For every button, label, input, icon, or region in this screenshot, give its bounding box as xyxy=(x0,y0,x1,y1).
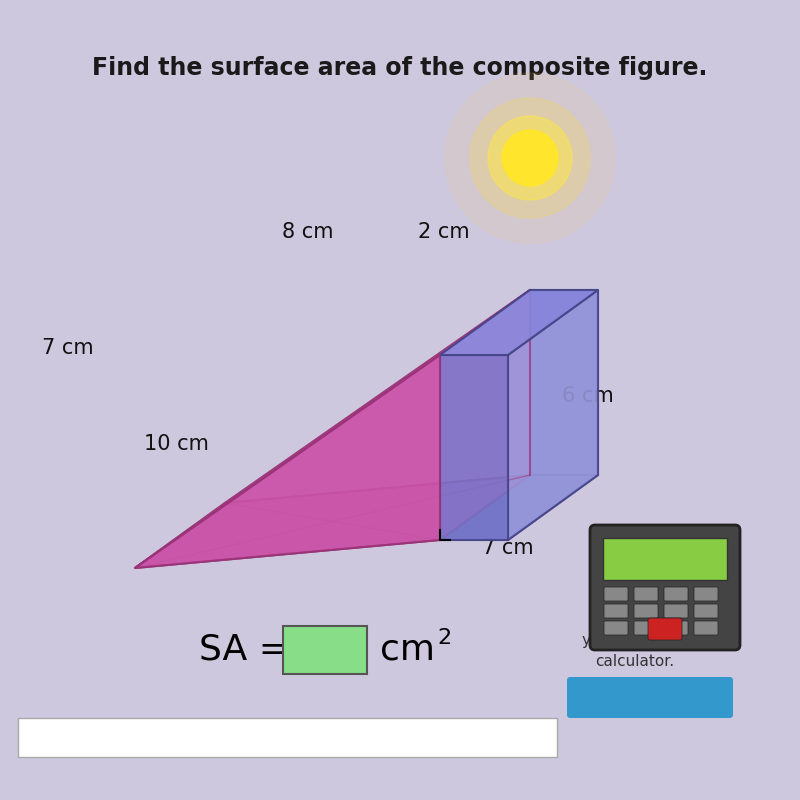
Text: Enter: Enter xyxy=(622,688,678,706)
Text: 8 cm: 8 cm xyxy=(282,222,334,242)
Text: 10 cm: 10 cm xyxy=(143,434,209,454)
Circle shape xyxy=(470,98,590,218)
Text: If you'd like,
you can use a
calculator.: If you'd like, you can use a calculator. xyxy=(582,611,688,669)
FancyBboxPatch shape xyxy=(664,621,688,635)
Polygon shape xyxy=(440,355,508,540)
Circle shape xyxy=(502,130,558,186)
FancyBboxPatch shape xyxy=(694,604,718,618)
Polygon shape xyxy=(225,290,530,503)
Text: 7 cm: 7 cm xyxy=(42,338,94,358)
Text: 6 cm: 6 cm xyxy=(562,386,614,406)
FancyBboxPatch shape xyxy=(648,618,682,640)
Text: Find the surface area of the composite figure.: Find the surface area of the composite f… xyxy=(92,56,708,80)
Polygon shape xyxy=(135,355,440,568)
Text: SA =: SA = xyxy=(199,633,301,667)
Circle shape xyxy=(445,73,615,243)
Polygon shape xyxy=(530,290,598,475)
FancyBboxPatch shape xyxy=(18,718,557,757)
FancyBboxPatch shape xyxy=(604,621,628,635)
FancyBboxPatch shape xyxy=(604,587,628,601)
FancyBboxPatch shape xyxy=(283,626,367,674)
Text: [ ? ]: [ ? ] xyxy=(298,636,352,664)
Polygon shape xyxy=(135,290,530,568)
FancyBboxPatch shape xyxy=(634,604,658,618)
Text: 2: 2 xyxy=(437,628,451,648)
Polygon shape xyxy=(508,290,598,540)
FancyBboxPatch shape xyxy=(664,604,688,618)
Polygon shape xyxy=(440,475,598,540)
FancyBboxPatch shape xyxy=(664,587,688,601)
FancyBboxPatch shape xyxy=(567,677,733,718)
FancyBboxPatch shape xyxy=(603,538,727,580)
Polygon shape xyxy=(440,290,598,355)
FancyBboxPatch shape xyxy=(590,525,740,650)
Text: 7 cm: 7 cm xyxy=(482,538,534,558)
Circle shape xyxy=(488,116,572,200)
FancyBboxPatch shape xyxy=(694,621,718,635)
FancyBboxPatch shape xyxy=(604,604,628,618)
FancyBboxPatch shape xyxy=(634,621,658,635)
FancyBboxPatch shape xyxy=(634,587,658,601)
Text: 2 cm: 2 cm xyxy=(418,222,470,242)
Polygon shape xyxy=(135,475,530,568)
FancyBboxPatch shape xyxy=(694,587,718,601)
Text: cm: cm xyxy=(380,633,435,667)
